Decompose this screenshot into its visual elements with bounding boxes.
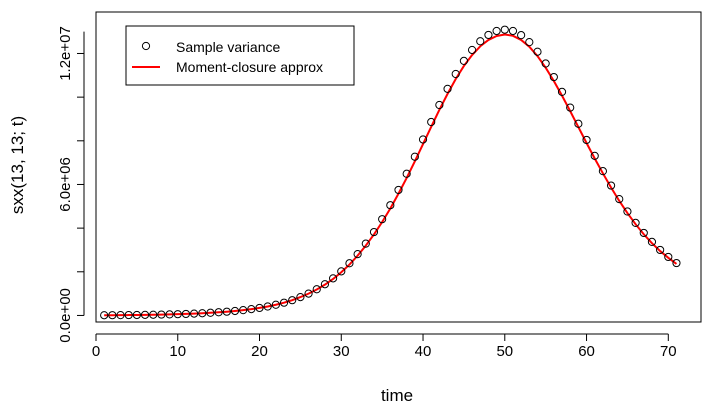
sample-variance-point (378, 215, 387, 224)
sample-variance-point (124, 310, 133, 320)
sample-variance-point (296, 293, 305, 302)
sample-variance-point (157, 310, 166, 319)
sample-variance-point (361, 239, 370, 248)
sample-variance-point (222, 307, 231, 316)
sample-variance-point (230, 306, 240, 316)
legend: Sample variance Moment-closure approx (125, 25, 355, 86)
legend-approx-label: Moment-closure approx (176, 59, 323, 75)
sample-variance-point (664, 252, 673, 262)
sample-variance-point (517, 31, 526, 40)
sample-variance-point (198, 309, 207, 318)
sample-variance-point (639, 228, 648, 238)
sample-variance-point (320, 280, 330, 289)
legend-sample-marker (141, 41, 151, 51)
x-tick-label: 0 (92, 343, 100, 360)
sample-variance-point (623, 207, 632, 216)
sample-variance-point (451, 69, 460, 79)
sample-variance-point (263, 302, 272, 311)
x-tick-label: 30 (333, 343, 350, 360)
sample-variance-point (484, 30, 493, 40)
x-tick-label: 70 (660, 343, 677, 360)
sample-variance-point (590, 151, 599, 160)
sample-variance-point (288, 296, 297, 305)
y-axis: 0.0e+00 6.0e+06 1.2e+07 (57, 26, 85, 343)
sample-variance-point (492, 26, 501, 36)
sample-variance-point (394, 185, 403, 195)
plot-frame (95, 11, 702, 323)
sample-variance-series (100, 25, 681, 320)
sample-variance-point (459, 56, 469, 66)
sample-variance-point (615, 194, 624, 204)
sample-variance-point (279, 298, 289, 307)
sample-variance-point (508, 26, 518, 36)
y-tick-label: 6.0e+06 (57, 157, 74, 212)
sample-variance-point (312, 285, 321, 294)
sample-variance-point (386, 201, 395, 210)
sample-variance-point (476, 37, 485, 46)
x-tick-label: 60 (578, 343, 595, 360)
sample-variance-point (173, 310, 182, 319)
sample-variance-point (304, 289, 313, 298)
sample-variance-point (631, 218, 640, 227)
sample-variance-point (116, 311, 125, 320)
sample-variance-point (181, 309, 191, 319)
x-tick-label: 40 (415, 343, 432, 360)
y-tick-label: 0.0e+00 (57, 288, 74, 343)
sample-variance-point (467, 45, 477, 55)
x-tick-label: 20 (251, 343, 268, 360)
sample-variance-point (328, 274, 338, 283)
sample-variance-point (149, 310, 158, 319)
sample-variance-point (255, 303, 264, 313)
sample-variance-point (672, 258, 681, 268)
sample-variance-point (435, 100, 444, 110)
sample-variance-point (541, 59, 550, 68)
x-tick-label: 50 (496, 343, 513, 360)
sample-variance-point (549, 72, 558, 82)
sample-variance-point (647, 237, 657, 246)
sample-variance-point (427, 117, 436, 127)
legend-sample-label: Sample variance (176, 39, 280, 55)
sample-variance-point (557, 87, 567, 97)
sample-variance-point (239, 306, 248, 315)
sample-variance-point (353, 250, 362, 259)
sample-variance-point (108, 311, 117, 320)
sample-variance-point (345, 259, 354, 268)
sample-variance-point (140, 310, 150, 319)
sample-variance-point (190, 309, 199, 318)
sample-variance-point (598, 167, 607, 176)
sample-variance-point (525, 38, 534, 47)
sample-variance-point (247, 305, 256, 314)
x-tick-label: 10 (169, 343, 186, 360)
sample-variance-point (206, 308, 215, 317)
sample-variance-point (656, 245, 665, 255)
x-axis-label: time (381, 386, 413, 405)
sample-variance-point (443, 84, 452, 93)
x-axis: 0 10 20 30 40 50 60 70 (92, 333, 677, 360)
sample-variance-point (574, 119, 583, 128)
sample-variance-point (100, 311, 109, 320)
sample-variance-point (566, 103, 575, 112)
sample-variance-point (500, 25, 509, 34)
sample-variance-point (271, 300, 280, 309)
sample-variance-point (606, 181, 616, 190)
y-axis-label: sxx(13, 13; t) (8, 116, 27, 214)
sample-variance-point (214, 308, 223, 317)
sample-variance-point (337, 267, 346, 276)
y-tick-label: 1.2e+07 (57, 26, 74, 81)
sample-variance-point (418, 135, 428, 144)
sample-variance-point (369, 227, 379, 237)
legend-box (125, 25, 355, 86)
sample-variance-point (402, 169, 411, 178)
sample-variance-point (410, 152, 419, 161)
sample-variance-point (165, 310, 174, 319)
sample-variance-point (533, 47, 542, 56)
sample-variance-point (582, 135, 591, 145)
sample-variance-point (132, 310, 141, 320)
